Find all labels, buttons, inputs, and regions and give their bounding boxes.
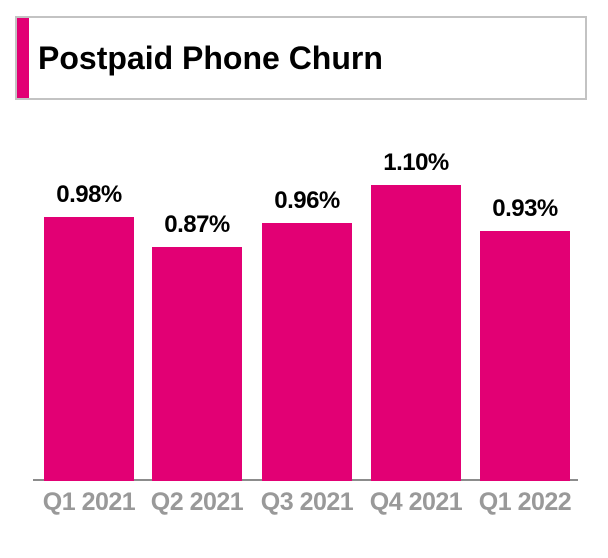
category-label-q3-2021: Q3 2021 — [260, 488, 354, 516]
chart-title: Postpaid Phone Churn — [38, 39, 383, 76]
chart-title-box: Postpaid Phone Churn — [15, 16, 587, 100]
bar-q3-2021 — [262, 223, 352, 481]
value-label-q1-2021: 0.98% — [56, 181, 122, 208]
title-accent-bar — [17, 18, 29, 98]
value-label-q3-2021: 0.96% — [274, 187, 340, 214]
bar-q1-2021 — [44, 217, 134, 481]
category-label-q2-2021: Q2 2021 — [150, 488, 244, 516]
category-label-q4-2021: Q4 2021 — [369, 488, 463, 516]
bar-q2-2021 — [152, 247, 242, 481]
bar-q4-2021 — [371, 185, 461, 481]
bar-q1-2022 — [480, 231, 570, 481]
value-label-q2-2021: 0.87% — [164, 211, 230, 238]
category-label-q1-2022: Q1 2022 — [478, 488, 572, 516]
category-label-q1-2021: Q1 2021 — [42, 488, 136, 516]
value-label-q1-2022: 0.93% — [492, 195, 558, 222]
value-label-q4-2021: 1.10% — [383, 149, 449, 176]
